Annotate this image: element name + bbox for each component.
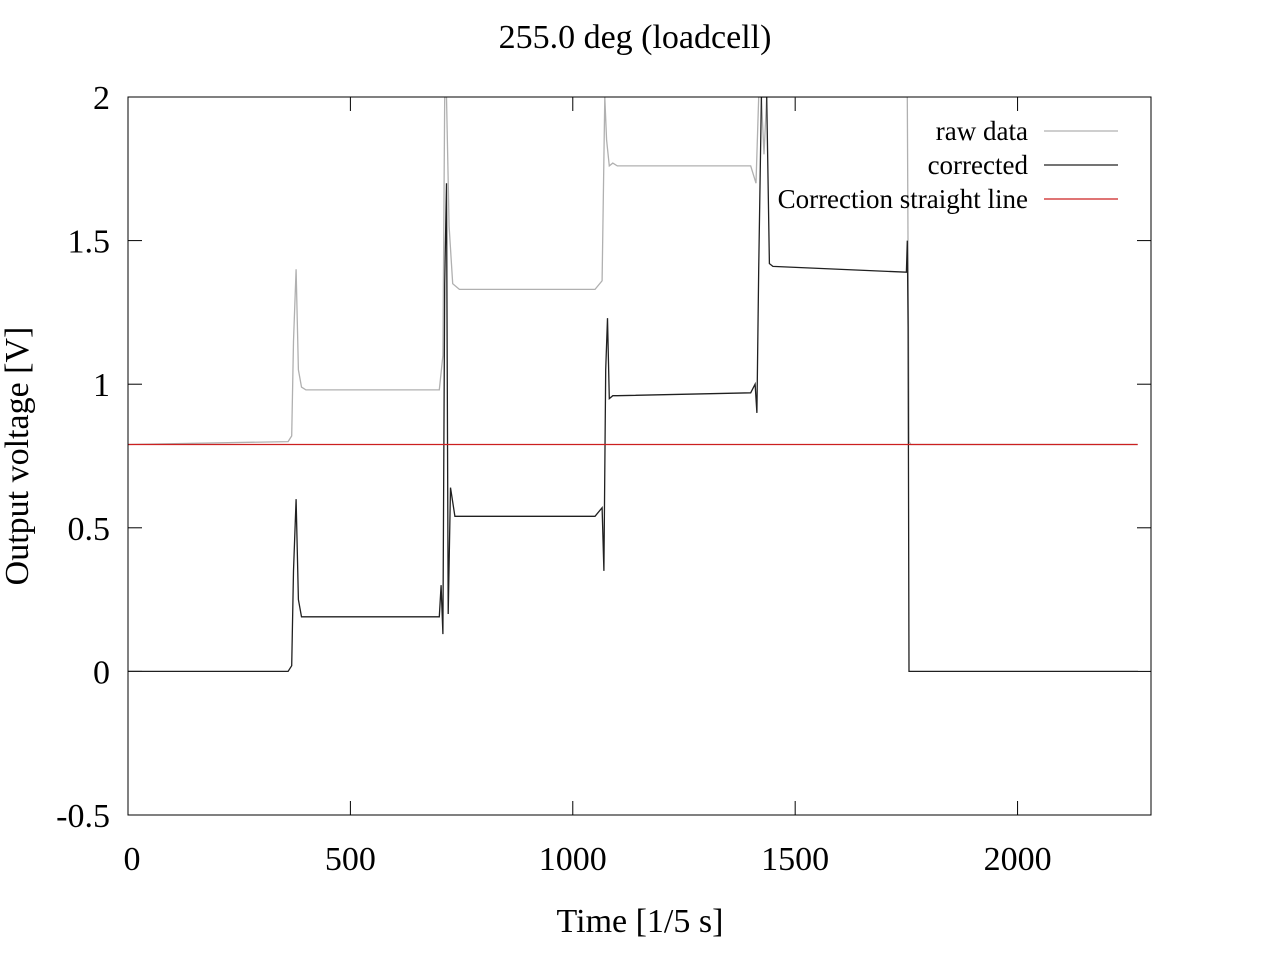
x-tick-label: 500 [325, 841, 376, 878]
series-line-corrected [128, 97, 1138, 673]
x-tick-label: 0 [124, 841, 141, 878]
y-tick-label: 0 [93, 654, 110, 691]
y-tick-label: 0.5 [68, 511, 111, 548]
y-tick-label: 1.5 [68, 224, 111, 261]
plot-frame [127, 96, 1152, 816]
x-axis-label: Time [1/5 s] [557, 903, 724, 940]
y-tick-label: -0.5 [56, 798, 110, 835]
x-tick-label: 1000 [539, 841, 607, 878]
series-line-raw-data [128, 97, 1138, 446]
legend-label-raw-data: raw data [936, 116, 1028, 146]
series-group [128, 97, 1138, 673]
y-tick-label: 2 [93, 80, 110, 117]
y-tick-label: 1 [93, 367, 110, 404]
axis-ticks: 0 500 1000 1500 2000 -0.5 0 0.5 1 1.5 2 [56, 80, 1151, 878]
chart-title: 255.0 deg (loadcell) [499, 19, 772, 56]
legend-label-correction-straight-line: Correction straight line [778, 184, 1028, 214]
x-tick-label: 1500 [761, 841, 829, 878]
x-tick-label: 2000 [984, 841, 1052, 878]
legend: raw data corrected Correction straight lin… [778, 116, 1118, 214]
y-axis-label: Output voltage [V] [0, 327, 36, 586]
legend-label-corrected: corrected [928, 150, 1029, 180]
